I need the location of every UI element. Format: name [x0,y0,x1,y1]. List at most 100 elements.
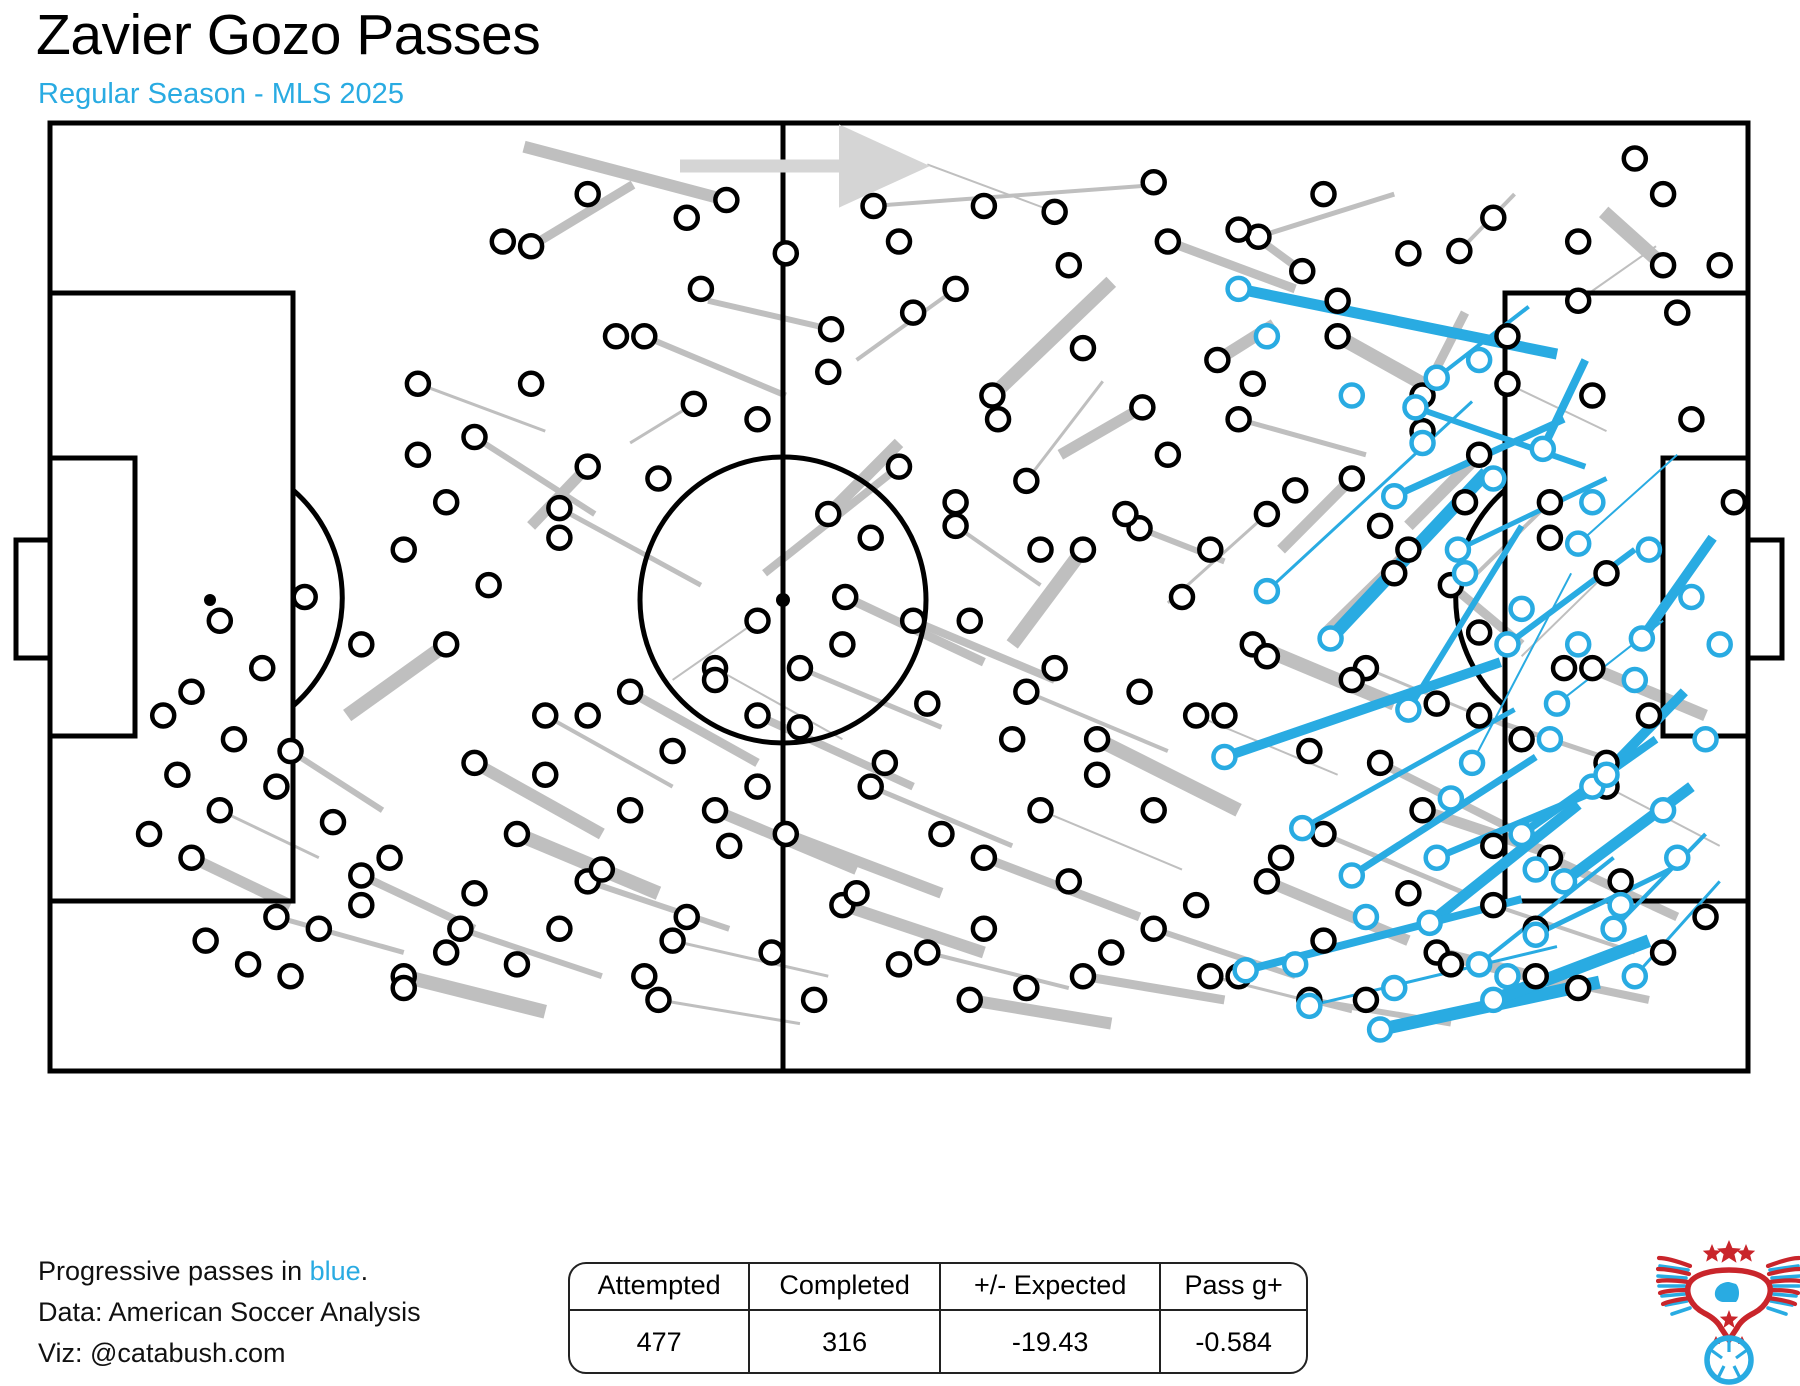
pass-origin-marker [206,607,234,634]
pass-origin-marker [447,915,474,943]
pass-origin-marker [1381,560,1408,587]
stats-header-attempted: Attempted [570,1264,751,1311]
stats-value-completed: 316 [749,1310,942,1372]
left-goal-net [13,537,53,661]
pass-line [586,878,731,932]
stats-header-plus-minus-expected: +/- Expected [940,1264,1162,1311]
pass-origin-marker [1494,962,1521,990]
pass-origin-marker [390,536,417,563]
pass-origin-marker [1494,370,1521,397]
pass-line [471,757,605,840]
pass-origin-marker [1423,690,1450,717]
pass-origin-marker [1522,921,1549,948]
pass-origin-marker [1536,725,1564,753]
pass-line [1349,754,1538,879]
pass-line [1082,971,1226,1005]
pass-origin-marker [1225,275,1252,303]
pass-origin-marker [546,915,573,943]
pass-origin-markers-normal [135,145,1748,1014]
pass-origin-marker [1197,962,1224,990]
pass-origin-marker [772,820,800,848]
pass-origin-marker [574,453,601,480]
pass-origin-marker [1289,257,1316,285]
pass-origin-marker [1564,530,1592,557]
stats-table: Attempted Completed +/- Expected Pass g+… [570,1264,1306,1372]
pass-origin-marker [1706,251,1733,279]
pass-line [714,667,843,741]
pass-origin-marker [1437,785,1465,812]
pass-origin-marker [1480,832,1507,860]
pass-line [1637,534,1717,642]
pass-origin-marker [631,323,658,350]
pass-line [1471,572,1573,764]
pass-line [1334,330,1426,390]
pass-origin-marker [503,820,531,848]
pass-origin-marker [135,820,163,848]
pass-origin-marker [1041,654,1068,682]
pass-origin-marker [1522,962,1549,990]
pass-origin-marker [1664,844,1691,871]
pass-origin-marker [1522,856,1549,883]
center-spot [776,593,790,607]
pass-origin-marker [305,915,333,943]
pass-origin-marker [1310,820,1337,848]
pass-origin-markers-progressive [1211,275,1733,1043]
pass-origin-marker [914,690,941,717]
pass-origin-marker [1600,915,1627,943]
pass-origin-marker [1013,467,1040,495]
pass-origin-marker [680,390,708,418]
pass-line [1093,732,1242,817]
logo-eagle-head [1714,1282,1739,1302]
pass-origin-marker [1564,287,1592,314]
pass-origin-marker [1366,512,1394,540]
right-goal-net [1745,537,1785,661]
pass-origin-marker [1621,666,1649,694]
pass-origin-marker [1444,536,1472,563]
pass-origin-marker [1324,287,1351,314]
pass-origin-marker [1437,951,1465,978]
pass-line [472,434,597,517]
pass-origin-marker [1324,323,1351,350]
pass-origin-marker [1423,844,1450,871]
pass-origin-marker [1253,643,1281,670]
pass-line [558,505,703,588]
pass-origin-marker [1494,631,1521,658]
pass-origin-marker [687,275,715,303]
pass-origin-marker [914,939,941,966]
pass-origin-marker [631,962,658,990]
pass-origin-marker [815,358,842,386]
pass-line [1507,382,1607,433]
logo-ball-seams [1710,1340,1748,1379]
pass-origin-marker [1607,891,1634,919]
pass-line [417,382,546,433]
pass-origin-marker [348,631,375,658]
pass-origin-marker [1395,696,1422,723]
pass-origin-marker [1451,560,1479,587]
pass-origin-marker [1635,702,1663,729]
pass-origin-marker [1446,237,1473,265]
left-penalty-spot [204,594,216,606]
legend-note-prefix: Progressive passes in [38,1256,310,1286]
pass-line [823,438,904,519]
logo-wings-red [1656,1255,1800,1307]
pass-origin-marker [1579,382,1606,409]
pass-line [869,784,1014,849]
pass-line [1590,662,1708,722]
pass-line [1309,945,1558,1008]
pass-line [627,687,760,767]
pass-line [1152,925,1297,980]
stats-value-attempted: 477 [570,1310,751,1372]
pass-line [1534,867,1672,937]
legend-note-highlight: blue [309,1256,361,1286]
pass-line [528,180,636,251]
pass-origin-marker [1168,583,1196,611]
pass-origin-marker [942,488,969,516]
pass-line [1257,191,1395,240]
pass-line [288,748,385,813]
pass-line [1414,404,1587,470]
stats-value-plus-minus-expected: -19.43 [940,1310,1162,1372]
pass-origin-marker [220,725,248,753]
right-penalty-area [1502,290,1751,904]
pass-line [783,828,944,899]
